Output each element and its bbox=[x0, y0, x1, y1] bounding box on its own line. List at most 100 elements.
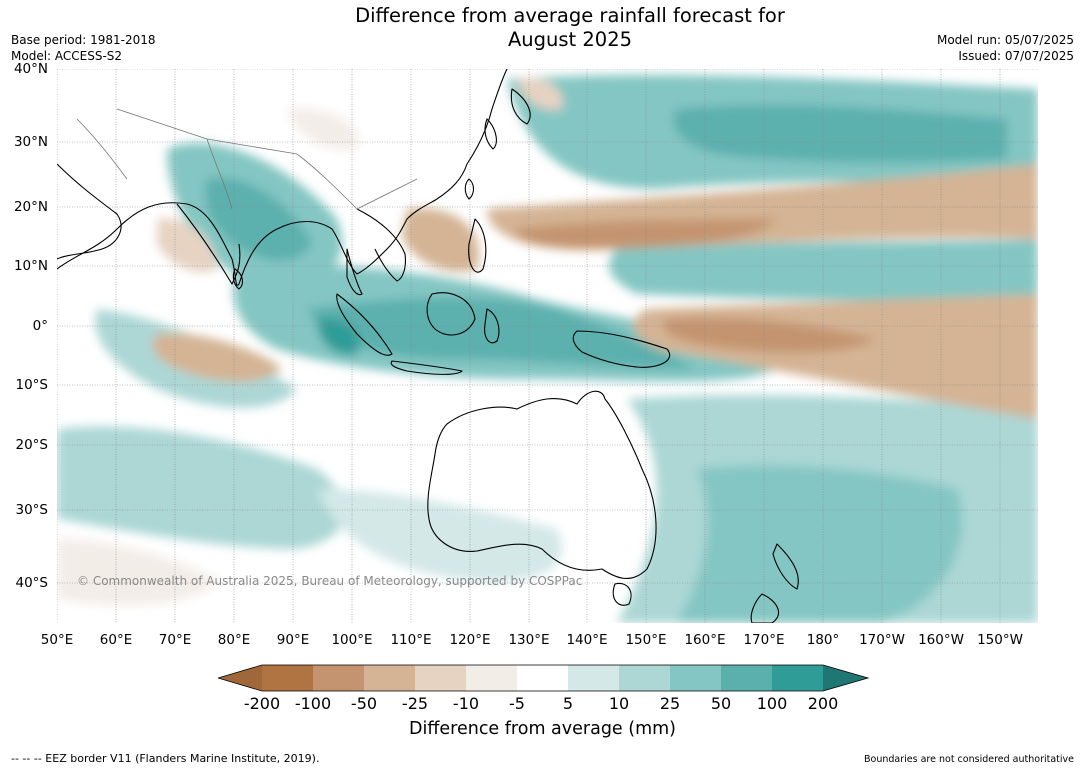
colorbar-label: 25 bbox=[659, 694, 681, 713]
lon-label: 180° bbox=[806, 632, 840, 648]
australia-coast bbox=[427, 390, 657, 579]
meta-left: Base period: 1981-2018 Model: ACCESS-S2 bbox=[11, 32, 156, 64]
new-guinea-coast bbox=[572, 330, 670, 368]
lon-label: 50°E bbox=[40, 632, 74, 648]
dry-band-equatorial-core bbox=[663, 317, 877, 353]
lon-label: 170°E bbox=[743, 632, 785, 648]
colorbar bbox=[218, 664, 870, 692]
colorbar-cell bbox=[364, 665, 415, 691]
philippines-coast bbox=[468, 218, 487, 273]
sumatra-coast bbox=[336, 293, 393, 356]
lat-label-30n: 30°N bbox=[13, 134, 48, 150]
lat-label-40s: 40°S bbox=[15, 575, 49, 591]
colorbar-label: -5 bbox=[509, 694, 525, 713]
lat-label-20n: 20°N bbox=[13, 199, 48, 215]
colorbar-label: -100 bbox=[294, 694, 332, 713]
map-title: Difference from average rainfall forecas… bbox=[270, 4, 870, 52]
model-run-text: Model run: 05/07/2025 bbox=[936, 33, 1074, 47]
colorbar-cell bbox=[262, 665, 313, 691]
dry-region-japan bbox=[517, 78, 563, 110]
dry-region-arabian-sea bbox=[157, 218, 217, 273]
lat-label-30s: 30°S bbox=[15, 502, 49, 518]
colorbar-cell bbox=[466, 665, 517, 691]
lon-label: 70°E bbox=[158, 632, 192, 648]
colorbar-label: -200 bbox=[243, 694, 281, 713]
lon-label: 170°W bbox=[859, 632, 905, 648]
colorbar-cell bbox=[772, 665, 823, 691]
dry-region-indian bbox=[152, 333, 282, 382]
colorbar-title: Difference from average (mm) bbox=[408, 719, 677, 739]
new-zealand-south-coast bbox=[750, 593, 780, 623]
lon-label: 100°E bbox=[331, 632, 373, 648]
japan-coast bbox=[510, 88, 531, 125]
india-coast bbox=[176, 203, 241, 285]
asia-coast bbox=[57, 69, 508, 286]
graticule bbox=[57, 69, 1038, 623]
wet-region-sumatra bbox=[317, 318, 360, 355]
meta-right: Model run: 05/07/2025 Issued: 07/07/2025 bbox=[937, 32, 1074, 64]
title-line-1: Difference from average rainfall forecas… bbox=[355, 4, 785, 27]
lon-label: 160°W bbox=[918, 632, 964, 648]
colorbar-cell bbox=[619, 665, 670, 691]
wet-region-tasman bbox=[677, 465, 963, 623]
dry-band-north-pacific-core bbox=[516, 219, 777, 249]
java-coast bbox=[390, 360, 463, 375]
wet-region-indian-south-2 bbox=[317, 489, 563, 582]
lat-label-0: 0° bbox=[32, 318, 48, 334]
new-zealand-north-coast bbox=[772, 543, 799, 590]
sulawesi-coast bbox=[484, 308, 500, 344]
coastlines bbox=[57, 69, 799, 623]
lon-label: 110°E bbox=[390, 632, 432, 648]
eez-legend-text: -- -- -- EEZ border V11 (Flanders Marine… bbox=[11, 752, 320, 765]
colorbar-label: 5 bbox=[562, 694, 574, 713]
lon-label: 80°E bbox=[217, 632, 251, 648]
lon-label: 130°E bbox=[508, 632, 550, 648]
colorbar-label: 100 bbox=[756, 694, 788, 713]
lat-label-10n: 10°N bbox=[13, 258, 48, 274]
taiwan-coast bbox=[464, 178, 475, 200]
colorbar-extend-right bbox=[823, 665, 868, 691]
colorbar-cell bbox=[721, 665, 772, 691]
anomaly-shading bbox=[57, 74, 1038, 623]
colorbar-cell bbox=[568, 665, 619, 691]
colorbar-label: -25 bbox=[401, 694, 429, 713]
rainfall-anomaly-map bbox=[57, 69, 1038, 623]
indochina-coast bbox=[356, 208, 406, 282]
lat-label-10s: 10°S bbox=[15, 377, 49, 393]
colorbar-label: -50 bbox=[350, 694, 378, 713]
lon-label: 150°E bbox=[625, 632, 667, 648]
colorbar-label: -10 bbox=[452, 694, 480, 713]
tasmania-coast bbox=[612, 582, 632, 606]
lon-label: 150°W bbox=[977, 632, 1023, 648]
dry-region-southern-indian bbox=[57, 539, 217, 605]
wet-region-bay-core bbox=[205, 177, 312, 261]
colorbar-cell bbox=[517, 665, 568, 691]
dry-region-south-china-sea bbox=[402, 208, 479, 272]
lon-label: 90°E bbox=[276, 632, 310, 648]
colorbar-label: 200 bbox=[807, 694, 839, 713]
colorbar-label: 50 bbox=[710, 694, 732, 713]
copyright-text: © Commonwealth of Australia 2025, Bureau… bbox=[77, 574, 583, 588]
lat-label-20s: 20°S bbox=[15, 437, 49, 453]
lon-label: 120°E bbox=[449, 632, 491, 648]
korea-coast bbox=[484, 118, 497, 150]
wet-region-north-pacific-core bbox=[673, 104, 1007, 163]
colorbar-extend-left bbox=[218, 665, 262, 691]
country-borders bbox=[76, 108, 418, 210]
colorbar-cell bbox=[670, 665, 721, 691]
wet-region-maritime-core bbox=[307, 297, 697, 369]
borneo-coast bbox=[426, 292, 476, 336]
lat-label-40n: 40°N bbox=[13, 61, 48, 77]
malay-peninsula-coast bbox=[346, 248, 363, 296]
wet-region-central-pacific bbox=[608, 239, 1038, 302]
lon-label: 160°E bbox=[684, 632, 726, 648]
lon-label: 60°E bbox=[99, 632, 133, 648]
colorbar-cell bbox=[415, 665, 466, 691]
model-text: Model: ACCESS-S2 bbox=[11, 49, 123, 63]
colorbar-cell bbox=[313, 665, 364, 691]
dry-region-tibet bbox=[287, 108, 359, 150]
wet-region-indian-south bbox=[57, 426, 345, 549]
lon-label: 140°E bbox=[566, 632, 608, 648]
title-line-2: August 2025 bbox=[507, 28, 633, 51]
disclaimer-text: Boundaries are not considered authoritat… bbox=[864, 754, 1074, 765]
